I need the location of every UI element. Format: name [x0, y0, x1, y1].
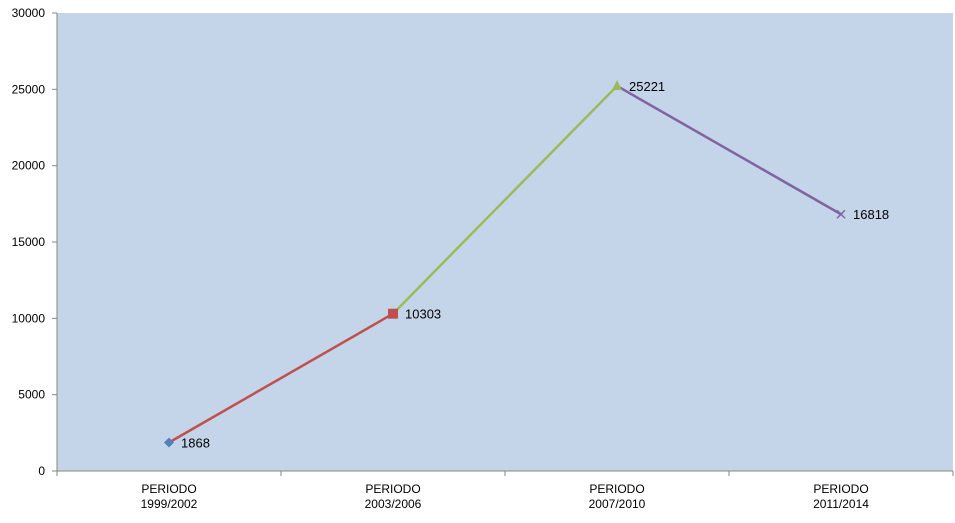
- data-label: 25221: [629, 79, 665, 94]
- data-label: 1868: [181, 435, 210, 450]
- data-label: 10303: [405, 307, 441, 322]
- line-segment: [615, 84, 843, 216]
- data-labels: 1868 10303 25221 16818: [181, 79, 889, 451]
- y-tick-label: 0: [38, 464, 45, 478]
- x-tick-label: PERIODO 2007/2010: [589, 482, 646, 511]
- data-point-marker: [388, 308, 398, 319]
- y-tick-label: 15000: [12, 235, 46, 249]
- y-tick-label: 25000: [12, 82, 46, 96]
- line-segment: [391, 84, 619, 315]
- y-tick-label: 10000: [12, 311, 46, 325]
- series-markers: [164, 79, 846, 448]
- y-axis-ticks: 0 5000 10000 15000 20000 25000 30000: [12, 6, 57, 478]
- data-label: 16818: [853, 207, 889, 222]
- y-tick-label: 30000: [12, 6, 46, 20]
- line-segment: [167, 312, 395, 444]
- data-point-marker: [836, 209, 846, 219]
- x-tick-label: PERIODO 1999/2002: [141, 482, 198, 511]
- x-tick-label: PERIODO 2003/2006: [365, 482, 422, 511]
- x-tick-label: PERIODO 2011/2014: [813, 482, 869, 511]
- series-line: [167, 84, 843, 444]
- plot-area: [57, 13, 953, 471]
- data-point-marker: [612, 79, 622, 90]
- y-tick-label: 5000: [18, 388, 45, 402]
- y-tick-label: 20000: [12, 159, 46, 173]
- data-point-marker: [164, 437, 174, 448]
- x-axis-ticks: PERIODO 1999/2002 PERIODO 2003/2006 PERIODO 2…: [56, 471, 954, 511]
